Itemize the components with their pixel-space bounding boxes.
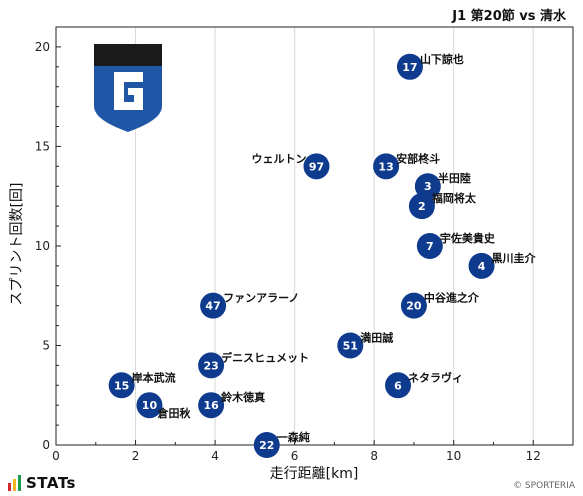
point-marker [337,332,364,359]
point-player-name: ファンアラーノ [223,292,299,305]
point-number: 20 [406,300,422,313]
point-player-name: ウェルトン [251,152,306,165]
point-number: 22 [259,439,274,452]
data-point: 2 福岡将太 [408,191,477,220]
point-number: 17 [402,61,417,74]
x-axis-label: 走行距離[km] [270,465,359,482]
data-point: 7 宇佐美貴史 [416,231,496,259]
point-player-name: 半田陸 [438,171,471,185]
point-marker [303,153,330,180]
y-tick-label: 10 [35,239,50,253]
point-player-name: 鈴木徳真 [221,390,265,404]
point-player-name: 中谷進之介 [424,291,480,305]
y-tick-label: 0 [42,438,50,452]
x-tick-label: 2 [132,449,140,463]
point-number: 4 [478,260,486,273]
x-tick-label: 10 [446,449,461,463]
data-point: 6 ネタラヴィ [385,370,463,399]
y-tick-label: 20 [35,40,50,54]
point-player-name: デニスヒュメット [221,350,309,364]
point-player-name: ネタラヴィ [408,370,463,384]
data-point: 3 半田陸 [414,171,471,200]
x-tick-label: 12 [526,449,541,463]
point-player-name: 黒川圭介 [492,251,537,265]
x-tick-label: 0 [52,449,60,463]
point-marker [385,372,412,399]
point-player-name: 山下諒也 [420,52,464,66]
point-marker [396,53,423,80]
y-tick-label: 15 [35,139,50,153]
point-number: 97 [309,160,324,173]
y-axis-label: スプリント回数[回] [9,183,25,306]
y-axis: 0 5 10 15 20 [35,40,61,452]
stats-brand-text: STATs [26,474,76,492]
point-number: 2 [418,200,426,213]
plot-area [55,26,574,446]
point-player-name: 満田誠 [360,330,393,344]
copyright-text: © SPORTERIA [513,481,575,491]
point-number: 51 [343,339,358,352]
point-number: 23 [203,359,218,372]
point-player-name: 宇佐美貴史 [440,231,496,245]
data-points: 17山下諒也97ウェルトン13安部柊斗3半田陸2福岡将太7宇佐美貴史4黒川圭介4… [108,52,537,458]
point-player-name: 倉田秋 [156,406,191,420]
chart-title: J1 第20節 vs 清水 [451,8,567,24]
point-number: 6 [394,379,402,392]
point-player-name: 安部柊斗 [396,151,440,165]
point-marker [136,392,163,419]
point-player-name: 福岡将太 [431,191,477,205]
team-crest-logo [94,44,162,132]
point-number: 7 [426,240,434,253]
point-number: 13 [378,160,393,173]
point-marker [414,173,441,200]
point-marker [400,292,427,319]
stats-logo-icon [8,475,21,491]
point-number: 10 [142,399,158,412]
point-marker [416,232,443,259]
x-tick-label: 4 [211,449,219,463]
point-marker [198,352,225,379]
point-number: 3 [424,180,432,193]
point-marker [408,193,435,220]
y-tick-label: 5 [42,338,50,352]
x-tick-label: 6 [291,449,299,463]
point-marker [373,153,400,180]
point-marker [108,372,135,399]
point-marker [198,392,225,419]
stats-brand: STATs [8,474,76,492]
point-marker [468,252,495,279]
point-player-name: 一森純 [277,430,310,444]
point-player-name: 岸本武流 [132,370,176,384]
point-number: 47 [205,300,220,313]
x-tick-label: 8 [370,449,378,463]
point-number: 15 [114,379,129,392]
point-number: 16 [203,399,219,412]
data-point: 4 黒川圭介 [468,251,537,279]
point-marker [253,432,280,458]
point-marker [200,292,227,319]
